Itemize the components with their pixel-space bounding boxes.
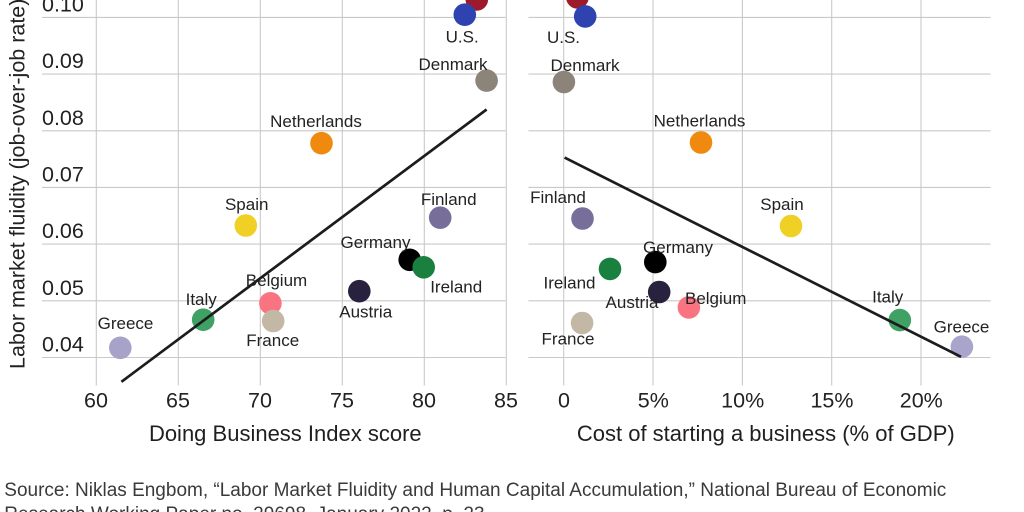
svg-text:85: 85: [494, 389, 518, 413]
svg-text:Netherlands: Netherlands: [270, 112, 362, 131]
svg-text:Netherlands: Netherlands: [654, 111, 746, 130]
svg-text:France: France: [542, 329, 595, 348]
svg-text:Finland: Finland: [421, 190, 477, 209]
svg-text:Ireland: Ireland: [430, 278, 482, 297]
svg-text:20%: 20%: [900, 389, 943, 413]
svg-text:Research Working Paper no. 296: Research Working Paper no. 29698, Januar…: [4, 504, 490, 512]
svg-text:Cost of starting a business (%: Cost of starting a business (% of GDP): [577, 421, 955, 446]
svg-text:Labor market fluidity (job-ove: Labor market fluidity (job-over-job rate…: [6, 0, 30, 369]
svg-text:0: 0: [558, 389, 570, 413]
svg-text:15%: 15%: [810, 389, 853, 413]
svg-text:Ireland: Ireland: [544, 274, 596, 293]
svg-text:0.05: 0.05: [42, 276, 84, 300]
svg-text:Greece: Greece: [934, 318, 990, 337]
svg-text:Austria: Austria: [339, 302, 392, 321]
svg-text:0.04: 0.04: [42, 333, 84, 357]
svg-text:0.07: 0.07: [42, 163, 84, 187]
svg-text:Source: Niklas Engbom, “Labor: Source: Niklas Engbom, “Labor Market Flu…: [4, 480, 946, 501]
svg-text:Belgium: Belgium: [685, 289, 746, 308]
svg-text:Finland: Finland: [530, 188, 586, 207]
svg-text:Belgium: Belgium: [246, 271, 307, 290]
svg-text:80: 80: [412, 389, 436, 413]
svg-text:Spain: Spain: [760, 195, 803, 214]
svg-text:0.10: 0.10: [42, 0, 84, 17]
svg-text:65: 65: [166, 389, 190, 413]
svg-text:60: 60: [84, 389, 108, 413]
svg-text:Greece: Greece: [98, 314, 154, 333]
svg-text:Doing Business Index score: Doing Business Index score: [149, 421, 422, 446]
svg-text:0.08: 0.08: [42, 106, 84, 130]
svg-text:10%: 10%: [721, 389, 764, 413]
svg-text:Spain: Spain: [225, 195, 268, 214]
svg-text:France: France: [246, 331, 299, 350]
svg-text:75: 75: [330, 389, 354, 413]
svg-text:0.06: 0.06: [42, 219, 84, 243]
svg-text:Austria: Austria: [606, 293, 659, 312]
svg-text:Italy: Italy: [186, 290, 218, 309]
svg-text:Italy: Italy: [872, 287, 904, 306]
svg-text:Germany: Germany: [643, 238, 713, 257]
svg-text:70: 70: [248, 389, 272, 413]
svg-text:Germany: Germany: [341, 233, 411, 252]
svg-text:U.S.: U.S.: [446, 28, 479, 47]
svg-text:5%: 5%: [638, 389, 669, 413]
svg-text:U.S.: U.S.: [547, 28, 580, 47]
svg-text:Denmark: Denmark: [419, 55, 488, 74]
svg-text:0.09: 0.09: [42, 49, 84, 73]
svg-text:Denmark: Denmark: [551, 56, 620, 75]
